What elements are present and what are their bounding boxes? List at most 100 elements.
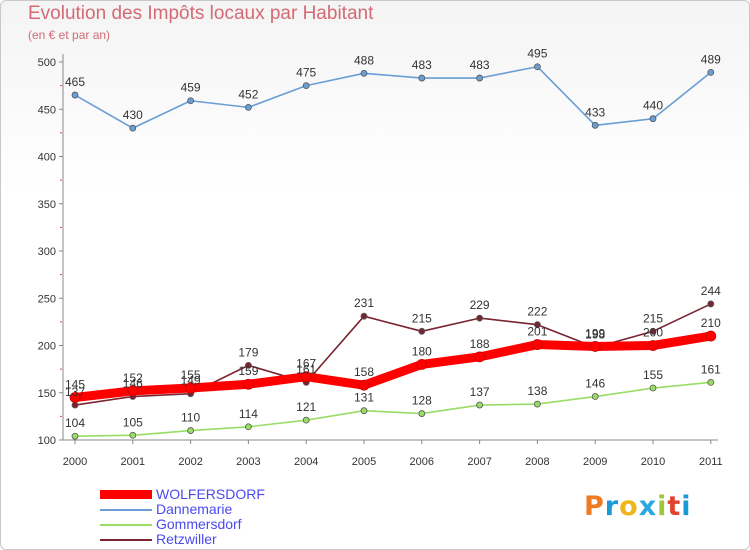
data-label-retzwiller: 231 [354,296,374,310]
data-point-retzwiller [360,312,368,320]
data-point-gommersdorf [302,416,310,424]
data-label-wolfersdorf: 159 [238,364,258,378]
data-label-retzwiller: 215 [412,311,432,325]
data-label-retzwiller: 179 [238,345,258,359]
data-label-dannemarie: 465 [65,75,85,89]
data-label-wolfersdorf: 188 [470,337,490,351]
data-point-gommersdorf [476,401,484,409]
y-tick-label: 250 [38,293,56,305]
data-point-gommersdorf [71,432,79,440]
y-tick-label: 300 [38,246,56,258]
data-label-gommersdorf: 137 [470,385,490,399]
data-point-wolfersdorf [69,392,81,403]
data-point-gommersdorf [244,423,252,431]
data-label-retzwiller: 222 [527,305,547,319]
data-label-dannemarie: 483 [412,58,432,72]
data-label-dannemarie: 488 [354,53,374,67]
y-tick-label: 150 [38,388,56,400]
y-tick-label: 500 [38,57,56,69]
data-point-gommersdorf [534,400,541,408]
data-point-dannemarie [71,91,79,99]
data-label-wolfersdorf: 145 [65,377,85,391]
data-point-dannemarie [534,63,541,71]
data-point-dannemarie [129,124,137,132]
legend-label: Gommersdorf [156,516,242,532]
chart-subtitle: (en € et par an) [28,28,111,42]
data-label-dannemarie: 440 [643,99,663,113]
data-label-wolfersdorf: 200 [643,326,663,340]
data-point-wolfersdorf [242,378,254,390]
proxiti-logo: Proxiti [584,491,692,522]
x-tick-label: 2000 [63,456,87,468]
data-point-retzwiller [244,361,252,369]
data-label-gommersdorf: 128 [412,394,432,408]
data-point-retzwiller [649,327,657,335]
data-point-wolfersdorf [300,371,312,383]
x-tick-label: 2001 [121,456,145,468]
x-tick-label: 2003 [236,456,260,468]
data-point-dannemarie [707,68,715,76]
data-point-wolfersdorf [127,385,139,397]
data-point-gommersdorf [360,407,368,415]
data-point-wolfersdorf [358,379,370,391]
x-tick-label: 2007 [467,456,491,468]
data-label-dannemarie: 495 [527,47,547,61]
data-point-gommersdorf [707,378,715,386]
data-label-wolfersdorf: 180 [412,344,432,358]
data-label-gommersdorf: 161 [701,362,721,376]
logo-letter: x [638,491,658,522]
data-label-wolfersdorf: 199 [585,326,605,340]
data-label-retzwiller: 161 [296,362,316,376]
legend-swatch [100,523,152,526]
logo-letter: o [619,491,639,522]
logo-letter: r [604,491,620,522]
data-label-gommersdorf: 131 [354,391,374,405]
data-label-gommersdorf: 138 [527,384,547,398]
y-tick-label: 450 [38,104,56,116]
logo-letter: i [681,491,692,522]
x-tick-label: 2011 [699,456,723,468]
data-label-gommersdorf: 105 [123,415,143,429]
data-label-wolfersdorf: 210 [701,316,721,330]
data-point-wolfersdorf [705,330,717,342]
data-point-gommersdorf [591,393,599,400]
data-point-retzwiller [71,401,79,409]
data-point-gommersdorf [649,384,657,392]
data-label-gommersdorf: 104 [65,416,85,430]
data-label-dannemarie: 459 [181,81,201,95]
data-label-retzwiller: 146 [123,377,143,391]
chart-title: Evolution des Impôts locaux par Habitant [28,3,374,24]
legend-swatch [100,538,152,541]
data-label-wolfersdorf: 167 [296,357,316,371]
series-line-wolfersdorf [70,331,716,402]
data-point-dannemarie [360,69,368,77]
data-point-dannemarie [591,121,599,129]
series-line-gommersdorf [74,381,712,438]
data-point-retzwiller [476,314,484,322]
logo-letter: i [657,491,668,522]
x-tick-label: 2009 [583,456,607,468]
data-point-gommersdorf [129,431,137,439]
data-point-gommersdorf [187,427,195,434]
data-point-dannemarie [302,82,310,90]
legend-item: Retzwiller [100,532,265,547]
data-point-gommersdorf [418,410,426,417]
data-point-wolfersdorf [647,340,659,351]
legend-label: Dannemarie [156,501,233,517]
data-label-wolfersdorf: 201 [527,325,547,339]
x-tick-label: 2006 [410,456,434,468]
legend-item: Gommersdorf [100,517,265,532]
legend-swatch [100,490,152,499]
data-label-retzwiller: 198 [585,327,605,341]
series-line-dannemarie [74,65,712,129]
data-point-dannemarie [244,103,252,111]
data-label-retzwiller: 137 [65,385,85,399]
data-point-retzwiller [534,321,541,329]
data-label-retzwiller: 215 [643,311,663,325]
legend-swatch [100,508,152,511]
data-point-wolfersdorf [474,351,486,363]
data-label-gommersdorf: 155 [643,368,663,382]
data-label-gommersdorf: 110 [181,411,200,425]
